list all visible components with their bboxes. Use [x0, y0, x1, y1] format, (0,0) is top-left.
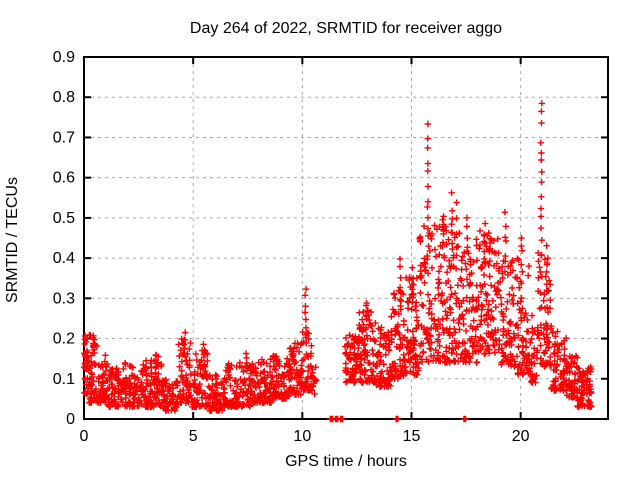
- plot-border: [83, 56, 609, 420]
- x-axis-label: GPS time / hours: [285, 453, 407, 470]
- y-tick-label: 0: [66, 411, 75, 428]
- y-tick-label: 0.8: [53, 89, 75, 106]
- data-points: [80, 100, 595, 423]
- y-tick-label: 0.2: [53, 331, 75, 348]
- x-tick-label: 5: [189, 428, 198, 445]
- chart-title: Day 264 of 2022, SRMTID for receiver agg…: [189, 20, 503, 37]
- x-tick-label: 10: [293, 428, 311, 445]
- y-tick-label: 0.3: [53, 290, 75, 307]
- y-tick-label: 0.5: [53, 210, 75, 227]
- y-tick-label: 0.9: [53, 49, 75, 66]
- y-tick-label: 0.7: [53, 129, 75, 146]
- y-tick-label: 0.6: [53, 170, 75, 187]
- x-tick-label: 15: [403, 428, 421, 445]
- y-tick-label: 0.4: [53, 250, 75, 267]
- x-tick-label: 0: [80, 428, 89, 445]
- y-tick-label: 0.1: [53, 371, 75, 388]
- x-tick-label: 20: [512, 428, 530, 445]
- y-axis-label: SRMTID / TECUs: [4, 177, 21, 303]
